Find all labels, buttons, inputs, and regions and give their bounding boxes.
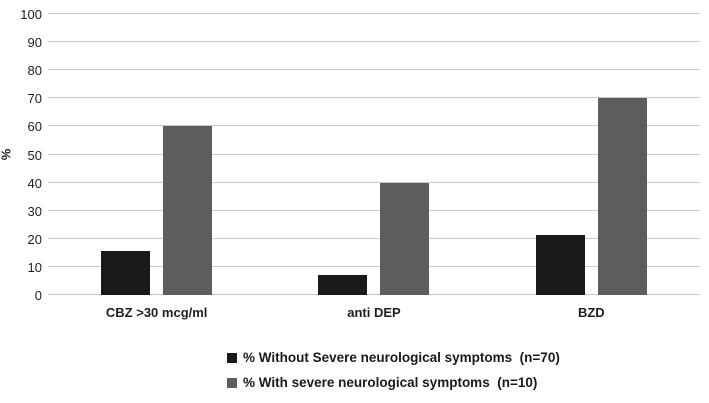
- gridline: [48, 181, 700, 183]
- y-axis-tick-label: 0: [34, 288, 42, 303]
- y-axis-tick-label: 90: [27, 35, 42, 51]
- bar-series-1-BZD: [597, 98, 647, 295]
- gridline: [48, 125, 700, 127]
- y-axis-tick-label: 50: [27, 147, 42, 163]
- y-axis-tick-label: 70: [27, 91, 42, 107]
- gridline: [48, 294, 700, 295]
- gridline: [48, 209, 700, 211]
- gridline: [48, 13, 700, 14]
- bar-group: [265, 14, 482, 295]
- bar-series-0-BZD: [535, 234, 585, 295]
- x-axis-category-label: anti DEP: [347, 305, 401, 320]
- gridline: [48, 153, 700, 155]
- gridline: [48, 69, 700, 71]
- bar-series-1-anti DEP: [380, 182, 430, 295]
- gridline: [48, 41, 700, 43]
- legend-item: % Without Severe neurological symptoms (…: [227, 350, 560, 365]
- y-axis: 0 10 20 30 40 50 60 70 80 90 100: [0, 0, 42, 403]
- bar-series-0-CBZ >30 mcg/ml: [101, 250, 151, 295]
- legend-item: % With severe neurological symptoms (n=1…: [227, 375, 560, 390]
- gridline: [48, 237, 700, 239]
- bar-series-1-CBZ >30 mcg/ml: [163, 126, 213, 295]
- bar-group: [483, 14, 700, 295]
- y-axis-tick-label: 80: [27, 63, 42, 79]
- x-axis-category-label: CBZ >30 mcg/ml: [105, 305, 208, 320]
- legend-label: % Without Severe neurological symptoms (…: [243, 350, 560, 365]
- y-axis-tick-label: 60: [27, 119, 42, 135]
- legend-label: % With severe neurological symptoms (n=1…: [243, 375, 538, 390]
- bar-group: [48, 14, 265, 295]
- legend-marker-series-1: [227, 377, 237, 388]
- gridline: [48, 265, 700, 267]
- x-axis: CBZ >30 mcg/ml anti DEP BZD: [48, 305, 700, 320]
- x-axis-category-label: BZD: [577, 305, 605, 320]
- legend-marker-series-0: [227, 352, 237, 363]
- plot-area: [48, 13, 700, 295]
- y-axis-tick-label: 100: [20, 7, 42, 22]
- gridline: [48, 97, 700, 99]
- y-axis-tick-label: 30: [27, 203, 42, 219]
- y-axis-tick-label: 10: [27, 259, 42, 275]
- legend: % Without Severe neurological symptoms (…: [227, 350, 560, 390]
- bar-series-0-anti DEP: [318, 275, 368, 295]
- y-axis-tick-label: 40: [27, 175, 42, 191]
- bar-groups: [48, 14, 700, 295]
- y-axis-tick-label: 20: [27, 231, 42, 247]
